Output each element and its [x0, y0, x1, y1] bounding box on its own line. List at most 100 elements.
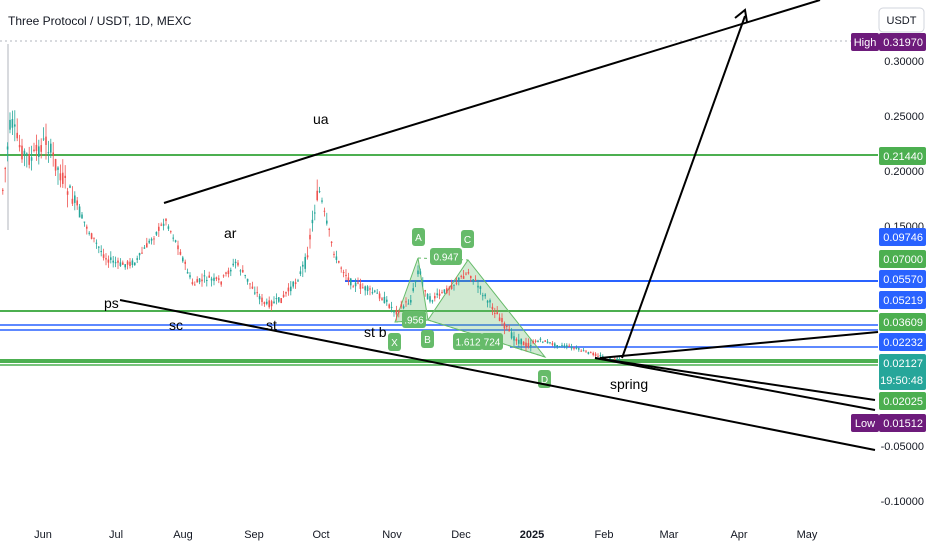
candle-body-53 [129, 261, 131, 267]
price-axis[interactable]: 0.300000.250000.200000.15000-0.05000-0.1… [851, 33, 926, 508]
time-axis[interactable]: Jun Jul Aug Sep Oct Nov Dec 2025 Feb Mar Apr May [34, 529, 818, 541]
candle-body-38 [93, 237, 95, 239]
candle-body-109 [263, 302, 266, 305]
annotations: ps sc ar st ua st b spring [104, 111, 648, 392]
price-tick--0.05000: -0.05000 [881, 441, 924, 453]
price-badge-bg-0 [879, 33, 926, 51]
candle-body-85 [206, 280, 208, 282]
horizontal-levels [0, 154, 878, 366]
candle-body-180 [434, 296, 436, 299]
candle-body-253 [609, 357, 611, 361]
candle-body-76 [184, 261, 186, 264]
time-tick-Jul: Jul [109, 529, 123, 541]
candle-body-12 [30, 157, 33, 161]
trend-line-3 [594, 357, 876, 411]
candle-body-166 [400, 304, 402, 307]
pattern-point-C-badge [461, 230, 474, 248]
candle-body-116 [280, 298, 282, 304]
candle-body-248 [597, 355, 599, 357]
candle-body-239 [575, 347, 578, 349]
pattern-ratio-badge-3 [481, 333, 503, 350]
candle-body-244 [587, 352, 590, 355]
candle-body-67 [162, 223, 165, 226]
candle-body-54 [131, 260, 134, 265]
candle-body-43 [105, 258, 107, 260]
candle-body-228 [549, 342, 551, 344]
candle-body-174 [419, 271, 422, 274]
candle-body-81 [196, 279, 198, 283]
price-badge-value-3: 0.07000 [883, 254, 923, 266]
candle-body-96 [232, 263, 234, 266]
candle-body-119 [287, 287, 290, 292]
candle-body-29 [71, 198, 74, 204]
price-badge-4: 0.05570 [879, 270, 926, 288]
candle-body-64 [155, 231, 158, 235]
candle-body-181 [436, 293, 438, 295]
candle-body-157 [378, 293, 381, 299]
pattern-point-X-badge [388, 333, 401, 351]
candle-body-34 [83, 221, 86, 223]
candle-body-173 [417, 270, 419, 275]
price-badge-8: 0.02127 19:50:48 [879, 354, 926, 390]
candle-body-78 [189, 275, 191, 278]
candle-body-215 [518, 339, 520, 344]
candle-body-170 [410, 300, 412, 303]
candle-body-62 [150, 238, 153, 241]
candle-body-106 [256, 292, 258, 294]
candle-body-41 [100, 250, 102, 253]
candle-body-227 [546, 341, 549, 344]
candle-body-147 [354, 282, 357, 287]
candle-body-235 [566, 345, 568, 348]
candle-body-242 [582, 350, 585, 352]
currency-button[interactable]: USDT [878, 7, 925, 33]
price-badge-value-6: 0.03609 [883, 317, 923, 329]
chart-header: Three Protocol / USDT, 1D, MEXC USDT [8, 7, 925, 33]
candle-body-21 [52, 152, 54, 156]
candle-body-63 [153, 238, 155, 240]
candle-body-145 [350, 278, 352, 286]
candle-body-60 [146, 243, 148, 248]
pattern-point-B-badge [421, 330, 434, 348]
candle-body-143 [345, 274, 347, 277]
candle-body-159 [383, 296, 386, 304]
candle-body-17 [42, 138, 45, 140]
candle-body-122 [294, 282, 297, 285]
time-tick-Feb: Feb [595, 529, 614, 541]
candle-body-48 [117, 260, 119, 263]
candle-body-183 [441, 292, 443, 294]
candle-body-91 [220, 281, 222, 285]
candle-body-44 [107, 259, 110, 263]
candle-body-161 [388, 304, 390, 308]
candle-body-233 [561, 345, 563, 347]
candle-body-49 [119, 262, 122, 266]
candles [2, 110, 621, 363]
candle-body-204 [491, 306, 494, 310]
candle-body-19 [47, 152, 50, 154]
candle-body-42 [102, 254, 105, 258]
time-tick-Mar: Mar [660, 529, 679, 541]
time-tick-Dec: Dec [451, 529, 471, 541]
candle-body-221 [532, 341, 534, 344]
candle-body-98 [237, 262, 239, 266]
candle-body-80 [194, 284, 196, 286]
candle-body-178 [429, 296, 431, 302]
candle-body-151 [364, 286, 366, 291]
price-badge-value-0: 0.31970 [883, 37, 923, 49]
candle-body-213 [513, 336, 515, 341]
candle-body-130 [314, 212, 316, 214]
candle-body-69 [167, 226, 170, 229]
candle-body-93 [225, 272, 227, 274]
candle-body-73 [177, 245, 179, 250]
candle-body-240 [578, 348, 580, 350]
candle-body-232 [558, 346, 561, 348]
pattern-ratio-2: 1.612 [455, 338, 480, 349]
time-tick-Aug: Aug [173, 529, 193, 541]
candle-body-188 [453, 284, 455, 286]
candle-body-87 [210, 278, 213, 281]
price-tick-0.25000: 0.25000 [884, 111, 924, 123]
price-badge-label-bg-10 [851, 414, 879, 432]
candle-body-65 [158, 226, 160, 231]
candle-body-101 [244, 274, 246, 276]
candle-body-196 [472, 279, 474, 281]
